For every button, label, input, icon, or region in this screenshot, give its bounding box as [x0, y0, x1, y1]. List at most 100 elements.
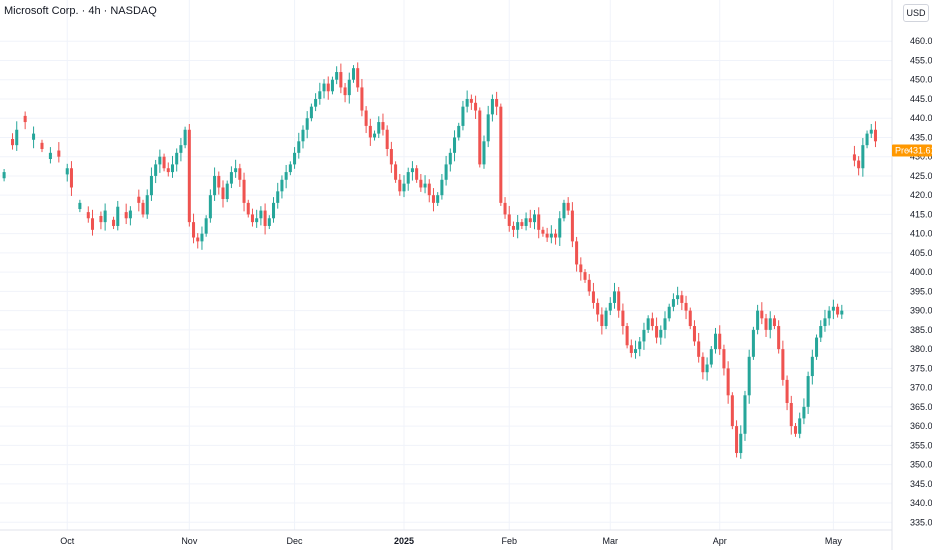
candle-body	[402, 183, 406, 192]
candle-body	[389, 149, 393, 165]
candle-body	[419, 179, 423, 188]
candle-body	[305, 118, 309, 130]
candle-body	[503, 202, 507, 215]
candle-body	[213, 175, 217, 196]
candle-body	[238, 168, 242, 180]
candle-body	[339, 72, 343, 88]
y-tick-label: 395.00	[910, 286, 932, 296]
candle-body	[259, 210, 263, 219]
candle-body	[692, 326, 696, 342]
candle-body	[32, 133, 36, 140]
candle-body	[255, 218, 259, 223]
x-tick-label: Feb	[501, 536, 517, 546]
candle-body	[288, 164, 292, 173]
candle-body	[314, 98, 318, 107]
candle-body	[335, 72, 339, 80]
candle-body	[149, 175, 153, 196]
candle-body	[65, 168, 69, 175]
candle-body	[246, 202, 250, 215]
candle-body	[271, 202, 276, 219]
candle-body	[427, 183, 431, 196]
candle-body	[360, 87, 364, 111]
x-tick-label: Oct	[60, 536, 75, 546]
candle-body	[785, 379, 789, 403]
candle-body	[709, 349, 713, 365]
candle-body	[217, 175, 221, 188]
candle-body	[756, 310, 760, 330]
candle-body	[179, 145, 183, 153]
candle-body	[343, 87, 347, 96]
candle-body	[69, 168, 73, 188]
candle-body	[591, 291, 595, 303]
candle-body	[713, 333, 718, 350]
candle-body	[541, 229, 545, 234]
candle-body	[373, 133, 377, 138]
candle-body	[659, 329, 663, 338]
candle-body	[187, 129, 191, 223]
candle-body	[267, 218, 271, 226]
candle-body	[11, 138, 15, 146]
candle-body	[276, 191, 280, 203]
x-tick-label: 2025	[394, 536, 414, 546]
candle-body	[478, 110, 482, 165]
candle-body	[86, 212, 90, 219]
candle-body	[840, 310, 844, 315]
candle-body	[137, 196, 141, 203]
candle-body	[861, 145, 865, 169]
candle-body	[815, 337, 819, 357]
candle-body	[739, 433, 743, 454]
candle-body	[2, 172, 6, 179]
candle-body	[537, 214, 541, 230]
candle-body	[671, 299, 675, 307]
candle-body	[170, 164, 175, 173]
candle-body	[242, 179, 246, 203]
grid-layer	[0, 0, 892, 530]
candle-body	[103, 210, 107, 223]
candle-body	[789, 403, 793, 427]
y-axis: 335.00 340.00 345.00 350.00 355.00 360.00 365.…	[891, 0, 932, 550]
candle-body	[415, 168, 419, 180]
candle-body	[735, 426, 739, 454]
candle-body	[684, 302, 688, 311]
candle-body	[128, 210, 132, 219]
y-tick-label: 350.00	[910, 460, 932, 470]
candle-body	[318, 91, 322, 99]
currency-button[interactable]: USD	[903, 4, 929, 22]
candle-body	[528, 218, 532, 223]
candle-body	[234, 168, 238, 173]
candle-body	[410, 168, 414, 173]
candle-body	[23, 115, 27, 123]
y-tick-label: 460.00	[910, 36, 932, 46]
candle-body	[431, 195, 435, 203]
candle-body	[760, 310, 764, 319]
candle-body	[718, 333, 722, 350]
y-tick-label: 345.00	[910, 479, 932, 489]
candle-body	[722, 349, 726, 369]
candle-body	[608, 302, 612, 311]
candle-body	[806, 376, 810, 407]
candle-body	[554, 233, 558, 238]
candle-body	[701, 356, 705, 373]
candle-body	[162, 156, 166, 169]
y-tick-label: 435.00	[910, 132, 932, 142]
candle-body	[377, 122, 381, 134]
candle-body	[642, 329, 646, 342]
candle-body	[495, 98, 499, 107]
candle-body	[823, 318, 827, 327]
candle-body	[865, 133, 869, 146]
candle-body	[625, 326, 629, 346]
candle-body	[650, 318, 654, 327]
candle-body	[524, 218, 528, 226]
candle-body	[600, 314, 604, 327]
candle-body	[183, 129, 187, 146]
price-tag-box	[892, 144, 932, 157]
y-tick-label: 400.00	[910, 267, 932, 277]
candle-body	[596, 302, 600, 315]
candle-body	[680, 295, 684, 303]
candle-body	[444, 164, 448, 180]
candle-body	[208, 195, 212, 219]
candle-body	[57, 150, 61, 157]
y-tick-label: 455.00	[910, 55, 932, 65]
candle-body	[562, 202, 566, 219]
candle-body	[747, 356, 751, 396]
